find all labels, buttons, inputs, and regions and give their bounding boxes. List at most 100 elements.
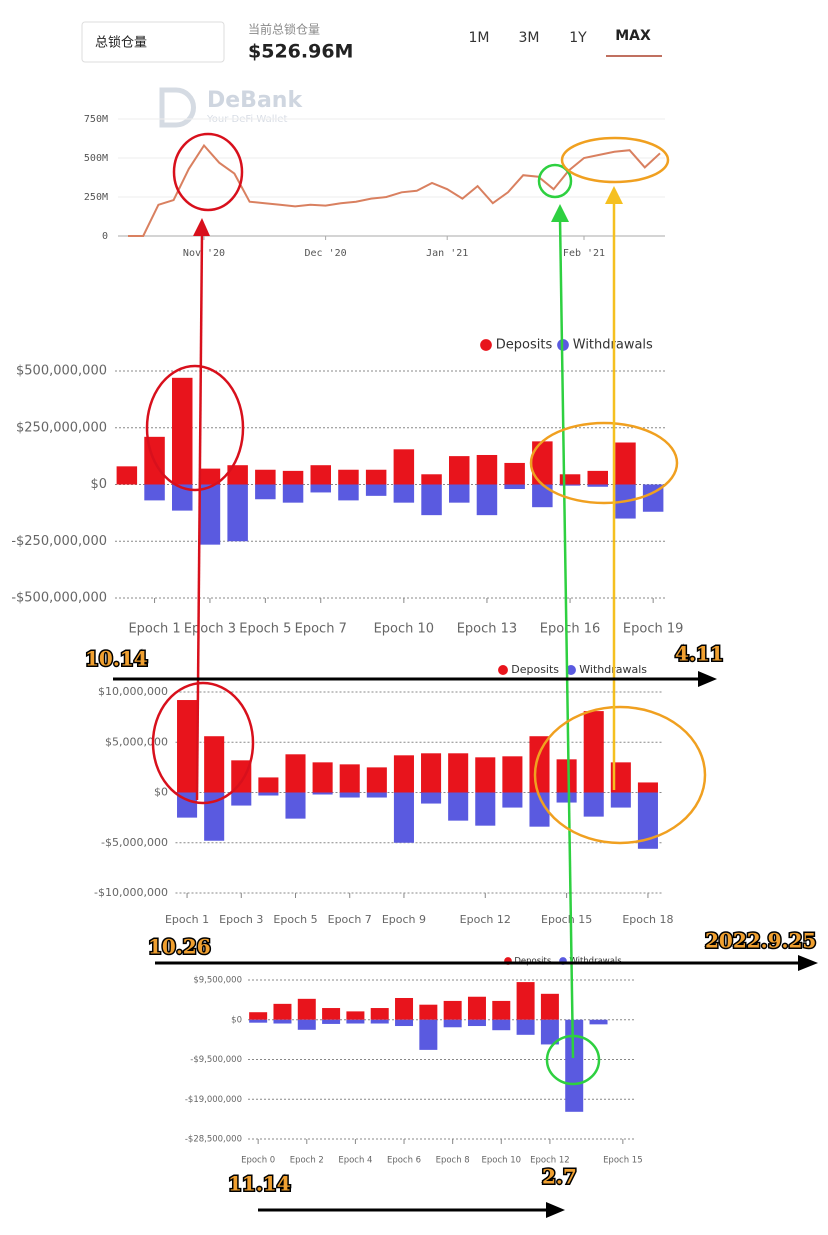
- y-tick-label: -$9,500,000: [190, 1055, 242, 1065]
- bar: [231, 760, 252, 793]
- x-tick-label: Epoch 2: [290, 1156, 324, 1166]
- line: [128, 143, 661, 237]
- bar: [204, 736, 225, 793]
- x-tick-label: Epoch 8: [436, 1156, 470, 1166]
- range-button[interactable]: 1Y: [569, 30, 587, 46]
- y-tick-label: -$500,000,000: [11, 591, 107, 606]
- bar: [504, 462, 525, 485]
- bar: [529, 792, 550, 827]
- bar: [476, 484, 498, 516]
- bar: [637, 792, 658, 849]
- y-tick-label: 250M: [84, 192, 108, 203]
- bar: [421, 484, 442, 516]
- bar: [467, 996, 486, 1020]
- x-tick-label: Epoch 12: [460, 913, 511, 926]
- circle: [560, 136, 670, 184]
- bar: [583, 792, 604, 817]
- x-tick-label: Epoch 7: [328, 913, 372, 926]
- bar: [366, 792, 387, 798]
- bar: [615, 442, 636, 485]
- bar: [540, 1019, 559, 1045]
- y-tick-label: -$28,500,000: [185, 1135, 242, 1145]
- bar: [172, 484, 193, 511]
- y-tick-label: $9,500,000: [193, 976, 242, 986]
- bar: [258, 777, 279, 793]
- x-tick-label: Epoch 15: [541, 913, 592, 926]
- bar: [475, 757, 496, 793]
- circle: [533, 705, 707, 845]
- y-tick-label: -$19,000,000: [185, 1095, 242, 1105]
- bar: [273, 1019, 292, 1024]
- x-tick-label: Epoch 1: [128, 622, 180, 637]
- bar: [297, 1019, 316, 1030]
- annotation: 11.14: [228, 1172, 291, 1196]
- x-tick-label: Epoch 0: [241, 1156, 275, 1166]
- legend-marker: [566, 665, 576, 675]
- bar: [492, 1000, 511, 1020]
- bar: [339, 792, 360, 798]
- arrow: [558, 217, 575, 1059]
- bar: [583, 711, 604, 793]
- bar: [419, 1004, 438, 1020]
- bar: [587, 484, 608, 487]
- x-tick-label: Epoch 10: [482, 1156, 522, 1166]
- y-tick-label: $0: [154, 786, 168, 799]
- bar: [116, 466, 138, 485]
- bar: [467, 1019, 486, 1027]
- circle: [172, 132, 244, 212]
- range-button[interactable]: 1M: [469, 30, 490, 46]
- x-tick-label: Epoch 10: [374, 622, 434, 637]
- bar: [144, 484, 165, 501]
- range-button[interactable]: MAX: [615, 28, 651, 44]
- bar: [532, 484, 553, 508]
- bar: [365, 484, 387, 496]
- arrowhead: [546, 1202, 565, 1218]
- bar: [322, 1008, 341, 1020]
- subtitle: 当前总锁仓量: [248, 22, 320, 37]
- arrowhead: [798, 955, 818, 971]
- x-tick-label: Epoch 15: [603, 1156, 643, 1166]
- bar: [476, 454, 498, 485]
- y-tick-label: 0: [102, 231, 108, 242]
- bar: [346, 1019, 365, 1024]
- bar: [285, 754, 306, 793]
- x-tick-label: Nov '20: [183, 248, 225, 259]
- bar: [231, 792, 252, 806]
- bar: [502, 756, 523, 793]
- bar: [559, 474, 581, 485]
- bar: [255, 469, 276, 485]
- bar: [395, 1019, 414, 1027]
- highlights: [145, 132, 707, 1086]
- y-tick-label: $250,000,000: [16, 420, 107, 435]
- arrowhead: [193, 218, 210, 236]
- bar: [492, 1019, 511, 1031]
- bar: [443, 1019, 462, 1028]
- arrowhead: [605, 186, 623, 204]
- bar: [565, 1019, 584, 1112]
- bar: [448, 792, 469, 821]
- selector-box[interactable]: [81, 21, 225, 63]
- bar: [421, 474, 442, 485]
- bar: [504, 484, 525, 490]
- x-tick-label: Epoch 3: [184, 622, 236, 637]
- range-button[interactable]: 3M: [519, 30, 540, 46]
- y-tick-label: $5,000,000: [105, 735, 168, 748]
- x-tick-label: Epoch 12: [530, 1156, 570, 1166]
- selector[interactable]: 总锁仓量: [95, 35, 147, 51]
- bar: [258, 792, 279, 796]
- bar: [199, 484, 221, 545]
- bar: [393, 755, 414, 793]
- arrowhead: [698, 671, 717, 687]
- annotation: 2022.9.25: [705, 929, 816, 953]
- bar: [642, 484, 664, 512]
- bar: [177, 700, 198, 793]
- bar: [419, 1019, 438, 1050]
- bar: [310, 484, 331, 493]
- x-tick-label: Epoch 13: [457, 622, 517, 637]
- x-tick-label: Epoch 1: [165, 913, 209, 926]
- headline: $526.96M: [248, 41, 353, 63]
- x-tick-label: Epoch 7: [295, 622, 347, 637]
- circle: [145, 364, 245, 492]
- y-tick-label: $0: [231, 1015, 242, 1025]
